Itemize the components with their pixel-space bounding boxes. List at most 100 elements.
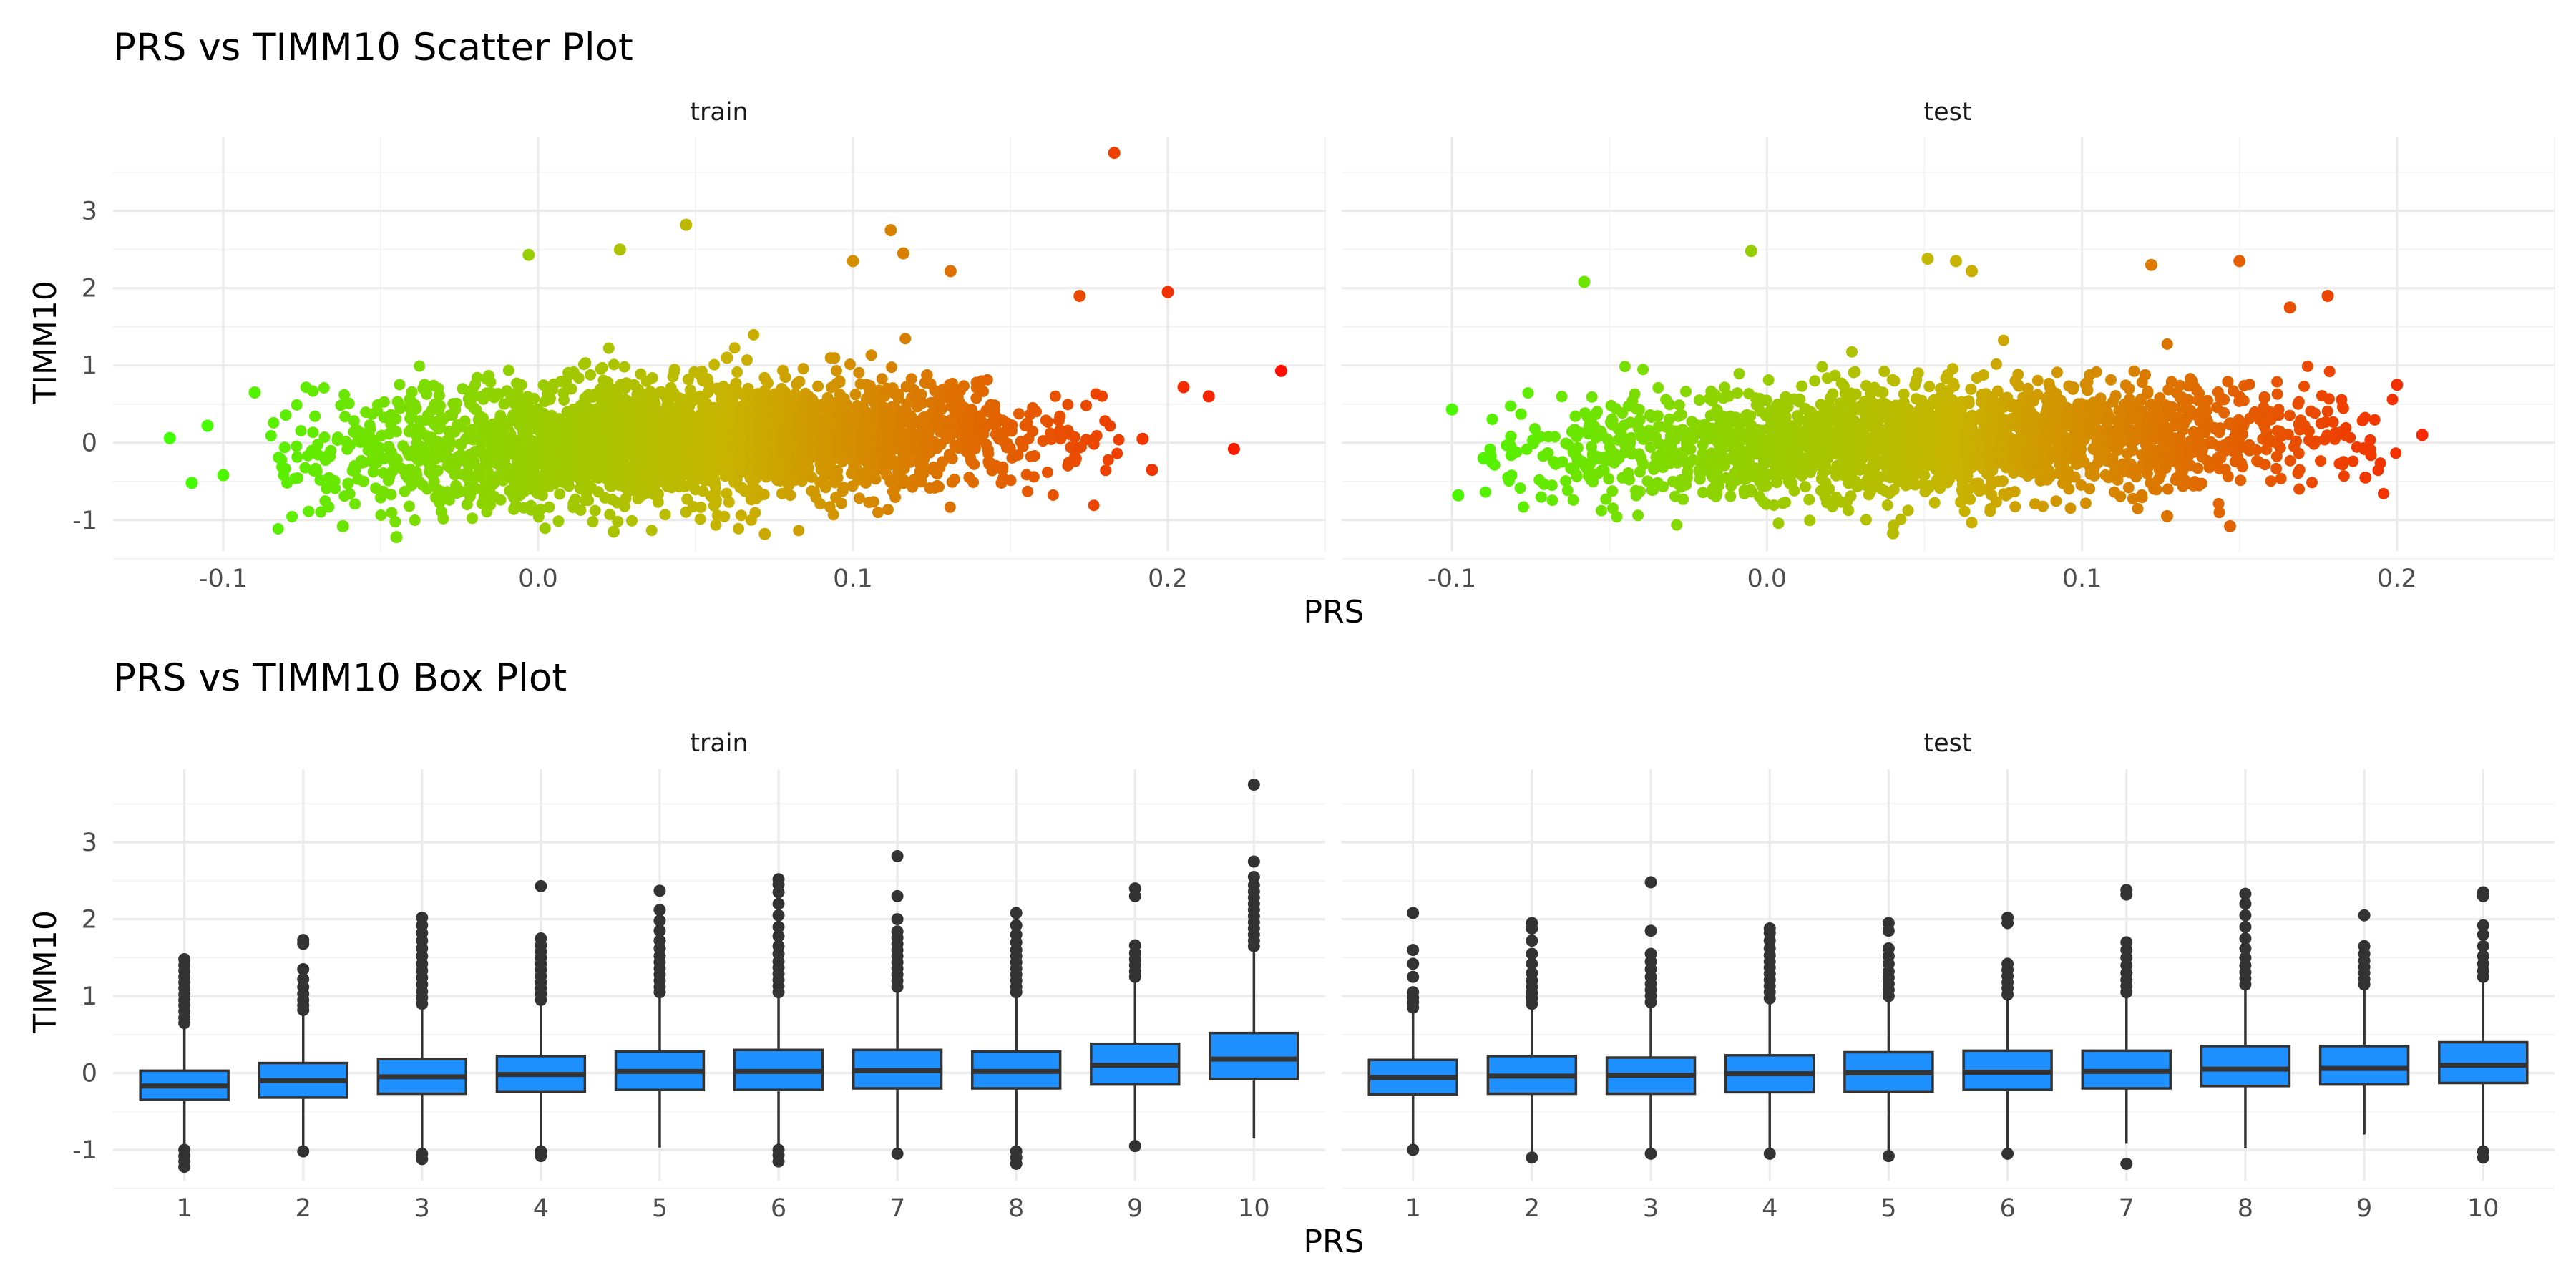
scatter-point [1042,467,1053,478]
scatter-point [1274,364,1287,377]
scatter-point [1571,441,1584,454]
scatter-point [552,515,565,527]
scatter-point [1069,431,1080,443]
scatter-point [292,472,304,484]
scatter-point [1571,470,1583,482]
scatter-point [608,358,620,371]
scatter-point [946,452,958,464]
scatter-point [618,361,630,373]
scatter-point [721,487,733,499]
scatter-point [1965,383,1977,395]
scatter-point [409,514,421,526]
scatter-point [741,354,753,366]
scatter-point [329,482,341,494]
scatter-point [1030,406,1042,418]
scatter-point [869,473,882,485]
scatter-point [1518,501,1529,513]
scatter-point [450,397,462,409]
scatter-point [1991,358,2002,370]
scatter-point [876,373,888,385]
scatter-point [1948,380,1960,392]
scatter-point [1788,484,1800,497]
scatter-point [467,512,478,525]
scatter-point [1515,408,1527,420]
scatter-point [1006,419,1018,431]
scatter-point [1680,386,1692,398]
scatter-point [565,383,577,395]
scatter-point [587,516,599,528]
scatter-point [1511,446,1523,458]
scatter-point [680,218,693,231]
scatter-point [844,358,856,371]
scatter-point [872,507,884,519]
scatter-point [466,392,478,404]
scatter-point [185,477,198,489]
scatter-point [1963,397,1975,409]
scatter-point [1804,514,1816,527]
scatter-point [731,366,743,378]
scatter-point [410,402,422,414]
scatter-point [829,352,841,364]
scatter-point [1902,504,1914,517]
scatter-point [1049,390,1061,402]
scatter-point [1997,475,2009,487]
scatter-point [1964,493,1976,505]
scatter-point [358,457,370,469]
scatter-point [694,513,706,525]
scatter-x-tick-label: 0.1 [2062,565,2102,593]
scatter-point [390,426,402,438]
scatter-point [323,501,335,513]
scatter-point [1846,346,1858,358]
scatter-point [589,504,601,517]
scatter-point [1958,505,1971,517]
scatter-point [1005,474,1017,487]
scatter-point [613,243,626,256]
scatter-point [543,501,555,513]
scatter-point [948,473,960,485]
scatter-point [1860,514,1872,526]
scatter-point [2109,390,2122,401]
scatter-point [1772,517,1785,530]
scatter-point [1561,484,1574,497]
scatter-point [762,377,774,389]
scatter-point [2142,385,2154,397]
scatter-point [307,385,319,397]
scatter-point [457,383,469,395]
scatter-point [2051,366,2063,379]
scatter-point [1803,494,1815,506]
scatter-point [944,501,956,513]
scatter-point [2243,379,2255,391]
scatter-point [1028,450,1040,462]
scatter-point [580,357,592,369]
scatter-point [484,376,497,388]
scatter-point [886,361,898,374]
scatter-point [339,411,351,423]
scatter-point [2218,406,2230,419]
scatter-point [1560,475,1572,487]
scatter-point [1062,399,1074,411]
scatter-point [2063,483,2075,495]
scatter-point [2012,369,2024,381]
scatter-point [385,489,397,501]
scatter-point [602,376,614,388]
scatter-point [280,409,292,421]
scatter-plot-section: PRS vs TIMM10 Scatter Plot train test -0… [27,26,2555,630]
scatter-point [1845,490,1857,502]
scatter-point [849,389,862,401]
scatter-point [2150,484,2162,496]
scatter-point [291,399,303,411]
scatter-point [2128,365,2140,377]
scatter-point [2213,507,2225,519]
scatter-point [1673,399,1685,411]
scatter-point [342,477,354,489]
scatter-point [596,361,608,374]
scatter-point [1480,486,1491,498]
scatter-point [1843,504,1855,517]
scatter-point [1104,420,1116,432]
scatter-x-tick-label: 0.1 [833,565,873,593]
scatter-point [1505,400,1516,412]
scatter-point [431,464,444,477]
scatter-facet-label-test: test [1923,98,1971,127]
scatter-point [733,522,744,535]
